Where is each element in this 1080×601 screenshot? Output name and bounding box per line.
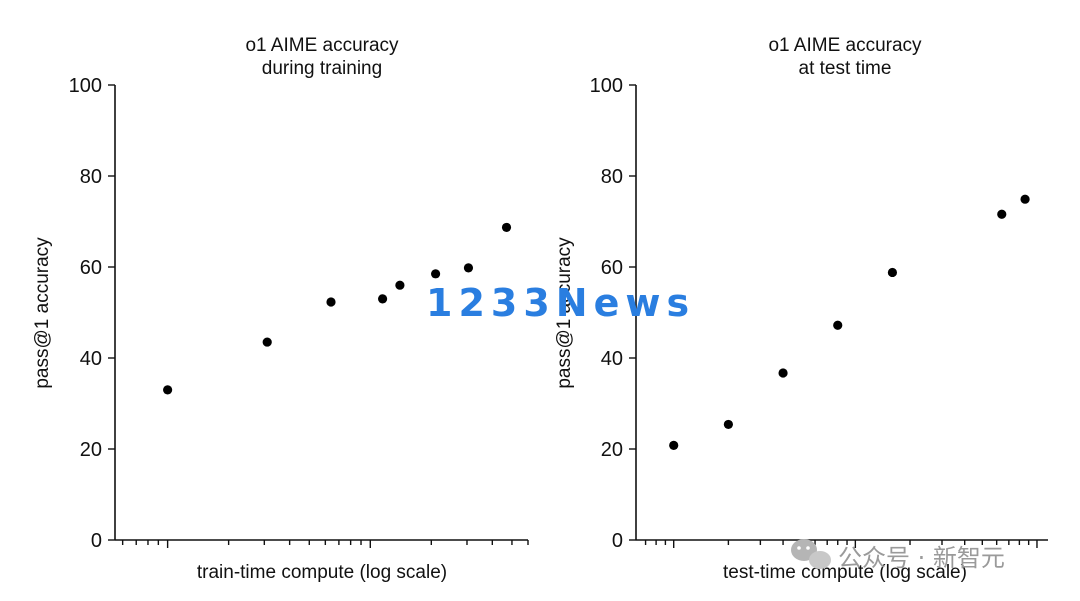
- y-axis: 0 20 40 60 80 100: [590, 75, 637, 552]
- data-point: [778, 368, 788, 378]
- data-point: [833, 320, 843, 330]
- credit-text: 公众号 · 新智元: [838, 544, 1005, 572]
- x-axis: [115, 539, 529, 548]
- y-tick-label: 60: [601, 257, 623, 279]
- chart-title-line-1: o1 AIME accuracy: [768, 35, 922, 56]
- data-points: [669, 194, 1030, 450]
- y-tick-label: 100: [590, 75, 623, 97]
- data-point: [430, 269, 441, 279]
- y-tick-label: 100: [69, 75, 102, 97]
- data-point: [377, 294, 388, 304]
- data-point: [669, 440, 679, 450]
- y-tick-label: 40: [80, 348, 102, 370]
- chart-title-line-2: during training: [262, 58, 382, 79]
- credit: 公众号 · 新智元: [791, 539, 1005, 572]
- y-tick-label: 60: [80, 257, 102, 279]
- wechat-icon: [791, 539, 831, 569]
- data-points: [163, 222, 512, 395]
- data-point: [887, 267, 898, 278]
- data-point: [163, 385, 173, 395]
- y-axis: 0 20 40 60 80 100: [69, 75, 116, 552]
- data-point: [501, 222, 512, 233]
- data-point: [262, 337, 272, 347]
- watermark-text: 1233News: [426, 281, 695, 325]
- data-point: [463, 263, 474, 273]
- y-tick-label: 80: [601, 166, 623, 188]
- chart-title-line-2: at test time: [799, 58, 892, 79]
- y-axis-label: pass@1 accuracy: [32, 237, 53, 389]
- x-axis-label: train-time compute (log scale): [197, 562, 447, 583]
- chart-test-time: o1 AIME accuracy at test time 0 20 40 60 80 1…: [554, 35, 1048, 583]
- y-tick-label: 20: [601, 439, 623, 461]
- data-point: [997, 209, 1007, 219]
- y-tick-label: 40: [601, 348, 623, 370]
- y-tick-label: 0: [91, 530, 102, 552]
- y-axis-label: pass@1 accuracy: [554, 237, 575, 389]
- y-tick-label: 0: [612, 530, 623, 552]
- data-point: [1020, 194, 1030, 204]
- data-point: [326, 297, 336, 307]
- data-point: [395, 280, 405, 290]
- data-point: [723, 419, 733, 430]
- chart-title-line-1: o1 AIME accuracy: [245, 35, 399, 56]
- chart-training: o1 AIME accuracy during training 0 20 40 60…: [32, 35, 529, 583]
- y-tick-label: 20: [80, 439, 102, 461]
- x-axis-label: test-time compute (log scale): [723, 562, 967, 583]
- y-tick-label: 80: [80, 166, 102, 188]
